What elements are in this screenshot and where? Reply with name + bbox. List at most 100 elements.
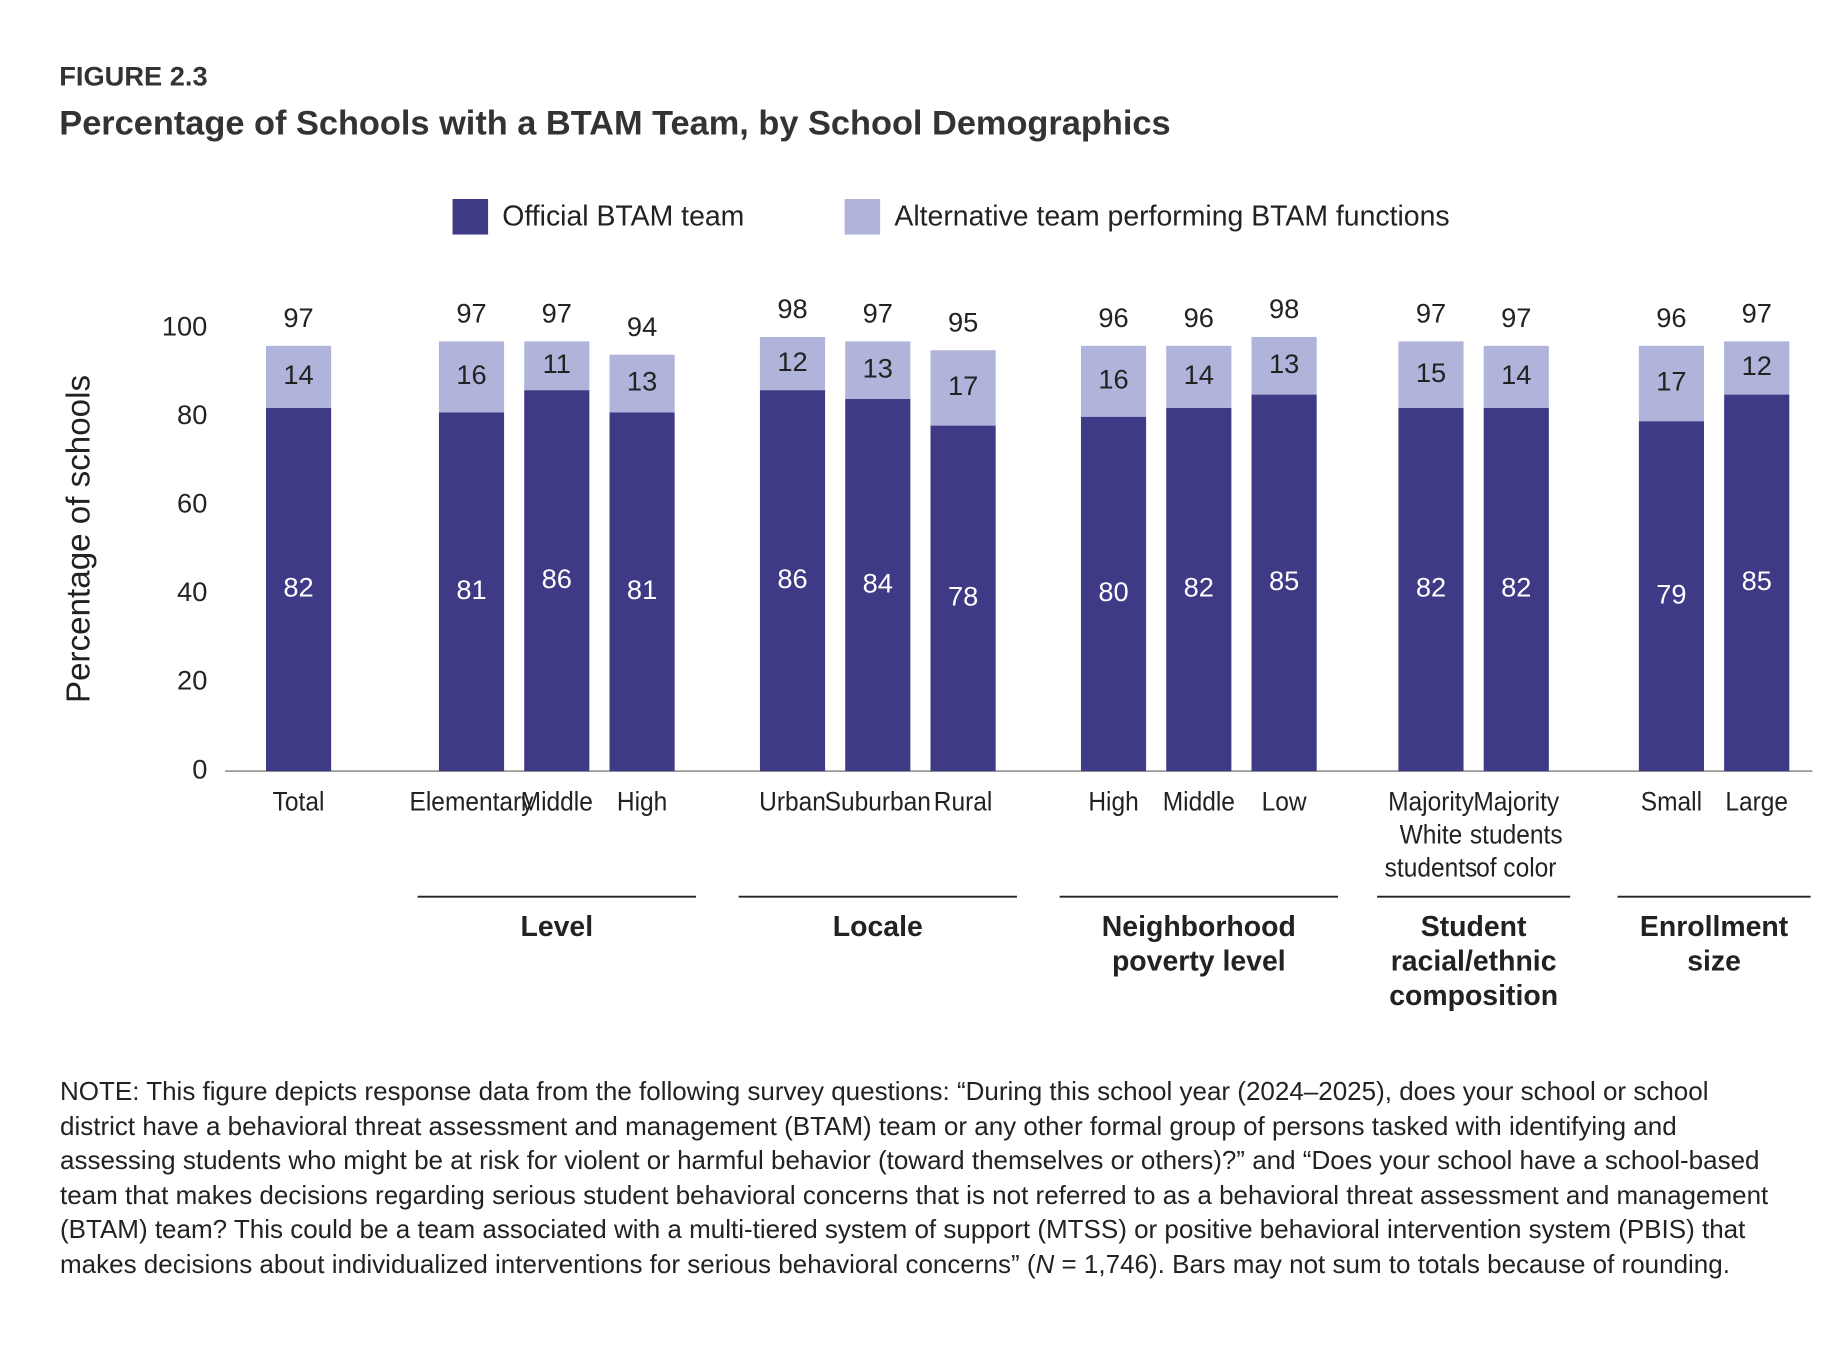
bar-segment xyxy=(265,345,332,408)
legend-swatch xyxy=(844,199,881,235)
value-label: 78 xyxy=(948,581,978,612)
note-text: = 1,746). Bars may not sum to totals bec… xyxy=(1054,1248,1730,1279)
bar-segment xyxy=(1398,341,1464,408)
total-label: 96 xyxy=(1656,302,1686,333)
note: NOTE: This figure depicts response data … xyxy=(60,1074,1780,1281)
x-tick-label: students xyxy=(1385,854,1478,883)
bar-segment xyxy=(1483,407,1549,772)
total-label: 96 xyxy=(1098,302,1128,333)
group-label: size xyxy=(1687,946,1741,978)
total-label: 95 xyxy=(948,306,978,337)
x-tick-label: Large xyxy=(1725,787,1788,816)
bar-segment xyxy=(1166,407,1232,772)
note-text: NOTE: This figure depicts response data … xyxy=(60,1076,1769,1279)
bar-segment xyxy=(930,350,996,426)
figure-label: FIGURE 2.3 xyxy=(59,60,207,91)
x-tick-label: Small xyxy=(1641,787,1702,816)
bar-segment xyxy=(524,341,590,391)
x-tick-label: Total xyxy=(273,787,325,816)
x-tick-label: White xyxy=(1400,820,1463,849)
note-italic: N xyxy=(1035,1248,1055,1279)
x-tick-label: Middle xyxy=(1163,787,1235,816)
total-label: 97 xyxy=(1742,298,1772,329)
group-label: Student xyxy=(1421,911,1527,943)
bar-segment xyxy=(1166,345,1232,408)
value-label: 12 xyxy=(777,346,807,377)
value-label: 82 xyxy=(1501,572,1531,603)
value-label: 82 xyxy=(1184,572,1214,603)
bar-segment xyxy=(609,412,675,772)
bar-segment xyxy=(1251,394,1317,772)
y-tick-label: 40 xyxy=(177,576,207,607)
value-label: 17 xyxy=(1656,366,1686,397)
x-tick-label: Elementary xyxy=(410,787,534,816)
bar-segment xyxy=(1724,394,1790,772)
bar-segment xyxy=(1251,336,1317,395)
x-tick-label: Suburban xyxy=(825,787,931,816)
y-tick-label: 80 xyxy=(177,399,207,430)
x-tick-label: Majority xyxy=(1388,787,1474,816)
value-label: 16 xyxy=(1098,363,1128,394)
value-label: 17 xyxy=(948,370,978,401)
bar-segment xyxy=(1398,407,1464,772)
total-label: 98 xyxy=(777,293,807,324)
bar-segment xyxy=(438,341,505,413)
legend-swatch xyxy=(452,199,489,235)
bar-segment xyxy=(1638,421,1705,772)
y-tick-label: 0 xyxy=(192,753,207,784)
chart-title: Percentage of Schools with a BTAM Team, … xyxy=(59,105,1170,143)
value-label: 85 xyxy=(1742,565,1772,596)
value-label: 80 xyxy=(1098,576,1128,607)
value-label: 82 xyxy=(283,572,313,603)
y-tick-label: 20 xyxy=(177,665,207,696)
bar-segment xyxy=(1638,345,1705,422)
value-label: 84 xyxy=(863,567,893,598)
group-label: Locale xyxy=(833,911,923,943)
bar-segment xyxy=(1080,416,1147,772)
value-label: 81 xyxy=(627,574,657,605)
group-label: Neighborhood xyxy=(1102,911,1296,943)
y-tick-label: 60 xyxy=(177,488,207,519)
total-label: 97 xyxy=(283,302,313,333)
value-label: 15 xyxy=(1416,357,1446,388)
x-tick-label: Urban xyxy=(759,787,826,816)
value-label: 14 xyxy=(1184,359,1214,390)
value-label: 82 xyxy=(1416,572,1446,603)
value-label: 79 xyxy=(1656,578,1686,609)
value-label: 86 xyxy=(542,563,572,594)
value-label: 13 xyxy=(1269,348,1299,379)
value-label: 81 xyxy=(456,574,486,605)
x-tick-label: students xyxy=(1470,820,1563,849)
value-label: 13 xyxy=(863,352,893,383)
total-label: 97 xyxy=(456,298,486,329)
total-label: 97 xyxy=(1416,298,1446,329)
value-label: 13 xyxy=(627,366,657,397)
legend-label: Official BTAM team xyxy=(502,200,744,232)
bar-segment xyxy=(438,412,505,772)
x-tick-label: High xyxy=(1088,787,1138,816)
x-tick-label: Low xyxy=(1262,787,1307,816)
y-tick-label: 100 xyxy=(162,310,207,341)
value-label: 12 xyxy=(1742,350,1772,381)
bar-segment xyxy=(524,390,590,772)
legend-label: Alternative team performing BTAM functio… xyxy=(894,200,1449,232)
total-label: 97 xyxy=(542,298,572,329)
x-tick-label: Majority xyxy=(1473,787,1559,816)
bar-segment xyxy=(759,336,826,391)
bar-segment xyxy=(1724,341,1790,395)
group-label: Level xyxy=(520,911,593,943)
y-axis-label: Percentage of schools xyxy=(60,375,97,703)
x-tick-label: Rural xyxy=(934,787,993,816)
group-label: Enrollment xyxy=(1640,911,1789,943)
bar-segment xyxy=(759,390,826,772)
group-label: racial/ethnic xyxy=(1391,946,1557,978)
bar-segment xyxy=(845,398,911,772)
bar-segment xyxy=(930,425,996,772)
bar-segment xyxy=(1483,345,1549,408)
value-label: 85 xyxy=(1269,565,1299,596)
value-label: 14 xyxy=(1501,359,1531,390)
value-label: 16 xyxy=(456,359,486,390)
x-tick-label: of color xyxy=(1476,854,1557,883)
